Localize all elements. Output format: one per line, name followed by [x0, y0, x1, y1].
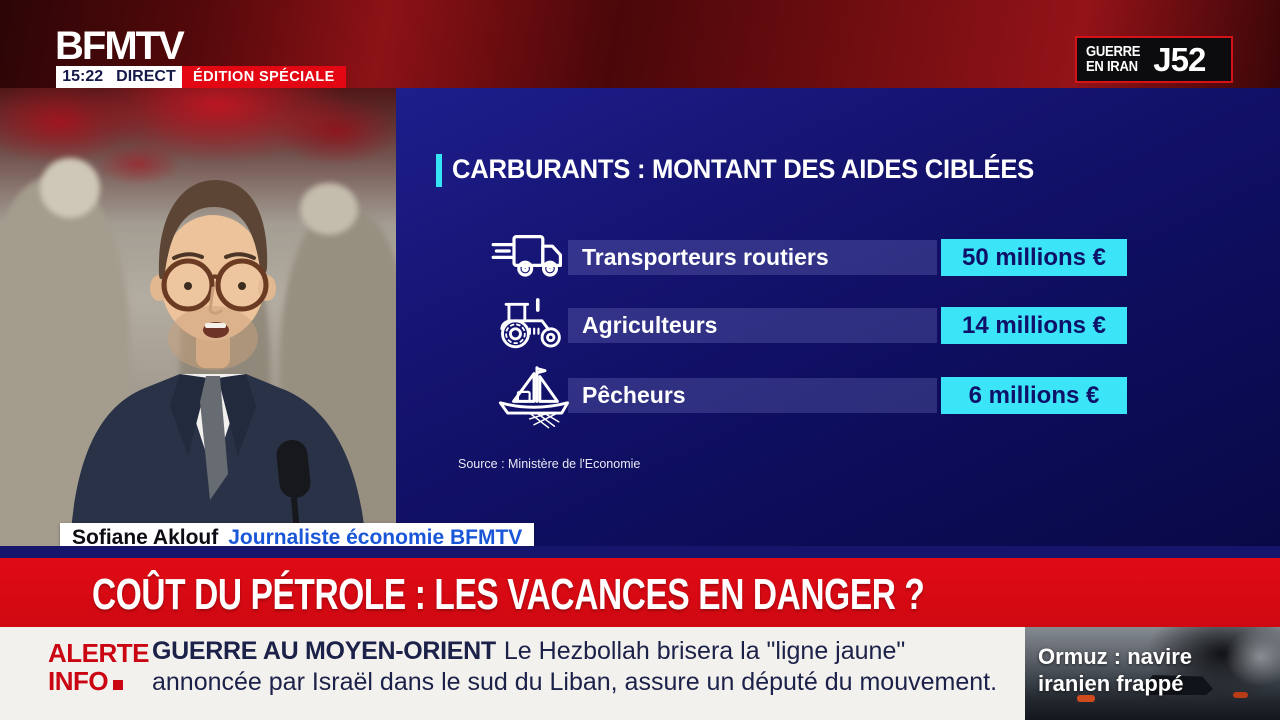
speaker-role: Journaliste économie BFMTV — [228, 526, 523, 549]
news-ticker: ALERTE INFO GUERRE AU MOYEN-ORIENT Le Hez… — [0, 627, 1025, 720]
truck-icon — [491, 235, 562, 277]
headline-text: COÛT DU PÉTROLE : LES VACANCES EN DANGER… — [92, 570, 925, 619]
channel-logo: BFMTV — [55, 24, 185, 68]
alert-square-icon — [113, 680, 124, 690]
row-value: 6 millions € — [941, 377, 1127, 414]
side-story-title: Ormuz : navire iranien frappé — [1038, 644, 1193, 696]
infographic-title: CARBURANTS : MONTANT DES AIDES CIBLÉES — [452, 154, 1034, 184]
life-raft — [1233, 692, 1248, 698]
title-accent-bar — [436, 154, 442, 187]
boat-icon — [498, 366, 570, 429]
ship-silhouette — [1143, 675, 1213, 695]
row-value: 14 millions € — [941, 307, 1127, 344]
side-story-box: Ormuz : navire iranien frappé — [1025, 627, 1280, 720]
clock-time: 15:22 — [62, 68, 104, 85]
row-label: Pêcheurs — [582, 382, 686, 408]
speaker-name: Sofiane Aklouf — [72, 526, 219, 549]
ticker-topic: GUERRE AU MOYEN-ORIENT — [152, 637, 496, 665]
ticker-text: GUERRE AU MOYEN-ORIENT Le Hezbollah brise… — [152, 636, 1012, 698]
smoke-cloud — [1225, 627, 1280, 687]
war-day-badge: GUERRE EN IRAN J52 — [1075, 36, 1233, 83]
backdrop-helmet — [40, 158, 100, 218]
header-strip: BFMTV 15:22 DIRECT ÉDITION SPÉCIALE GUER… — [0, 0, 1280, 88]
ticker-line1: Le Hezbollah brisera la "ligne jaune" — [503, 637, 906, 665]
time-direct-box: 15:22 DIRECT — [56, 66, 182, 88]
badge-title: GUERRE EN IRAN — [1086, 43, 1141, 75]
life-raft — [1077, 695, 1095, 702]
ticker-line2: annoncée par Israël dans le sud du Liban… — [152, 668, 998, 696]
row-label: Transporteurs routiers — [582, 244, 829, 270]
edition-label: ÉDITION SPÉCIALE — [182, 66, 346, 88]
infographic-panel: CARBURANTS : MONTANT DES AIDES CIBLÉES T… — [396, 88, 1280, 546]
row-label-band — [568, 378, 937, 413]
badge-day-count: J52 — [1153, 40, 1206, 78]
journalist-photo — [70, 180, 366, 546]
tractor-icon — [500, 298, 561, 349]
backdrop-helmet — [300, 183, 358, 235]
headline-banner: COÛT DU PÉTROLE : LES VACANCES EN DANGER… — [0, 558, 1280, 627]
row-value: 50 millions € — [941, 239, 1127, 276]
row-label-band — [568, 308, 937, 343]
row-label-band — [568, 240, 937, 275]
alert-info-label: ALERTE INFO — [48, 638, 150, 696]
row-label: Agriculteurs — [582, 312, 718, 338]
source-credit: Source : Ministère de l'Economie — [458, 457, 641, 471]
divider-strip — [0, 546, 1280, 558]
studio-backdrop — [0, 88, 396, 546]
live-label: DIRECT — [116, 68, 176, 85]
